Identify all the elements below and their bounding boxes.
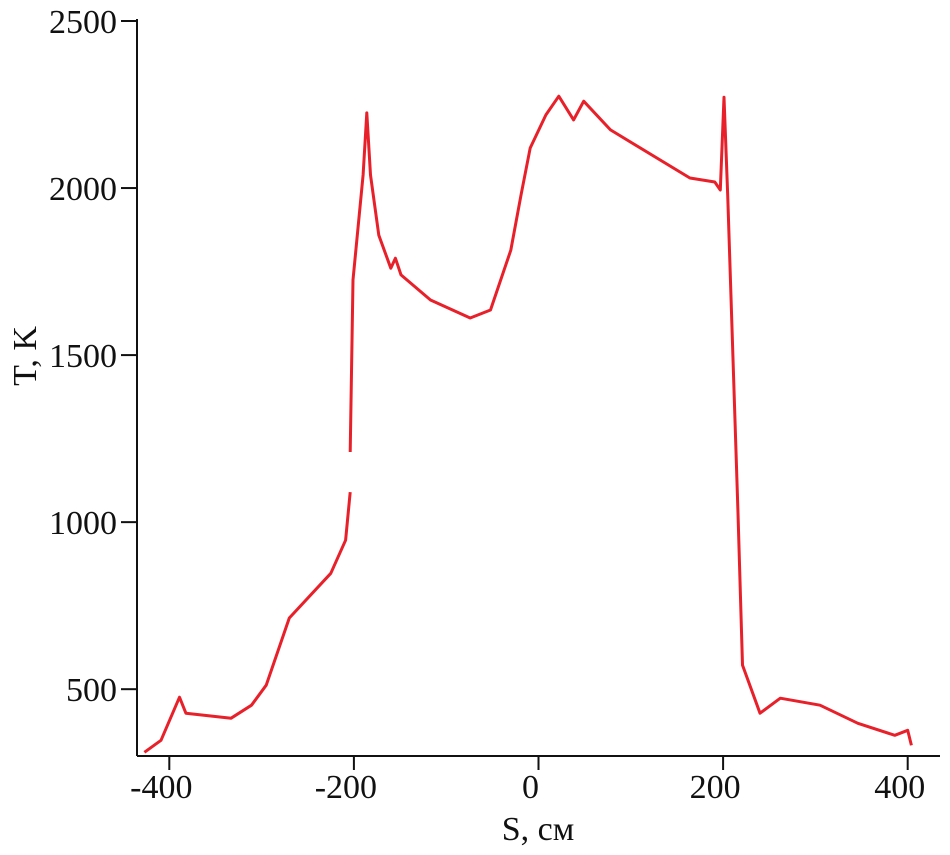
x-tick-label: 0 [522,769,539,806]
x-tick-label: -400 [130,769,192,806]
x-axis-label: S, см [502,811,575,848]
y-tick-label: 2000 [49,171,117,208]
data-line [143,94,913,754]
x-tick-label: 400 [874,769,925,806]
y-axis-label: T, K [7,326,44,386]
y-tick-label: 1500 [49,338,117,375]
y-tick-label: 500 [66,672,117,709]
y-tick-label: 1000 [49,505,117,542]
x-tick-label: 200 [690,769,741,806]
y-tick-label: 2500 [49,4,117,41]
x-tick-label: -200 [315,769,377,806]
